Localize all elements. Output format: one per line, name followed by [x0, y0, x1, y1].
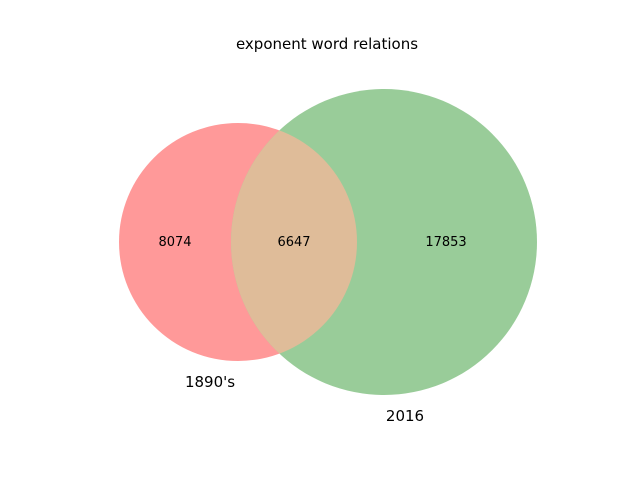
set-label-1890s: 1890's: [185, 373, 235, 391]
count-intersection: 6647: [277, 235, 310, 250]
intersection-region: [231, 123, 357, 361]
diagram-title: exponent word relations: [236, 35, 418, 53]
count-2016-only: 17853: [425, 235, 466, 250]
count-1890s-only: 8074: [158, 235, 191, 250]
set-label-2016: 2016: [386, 407, 424, 425]
